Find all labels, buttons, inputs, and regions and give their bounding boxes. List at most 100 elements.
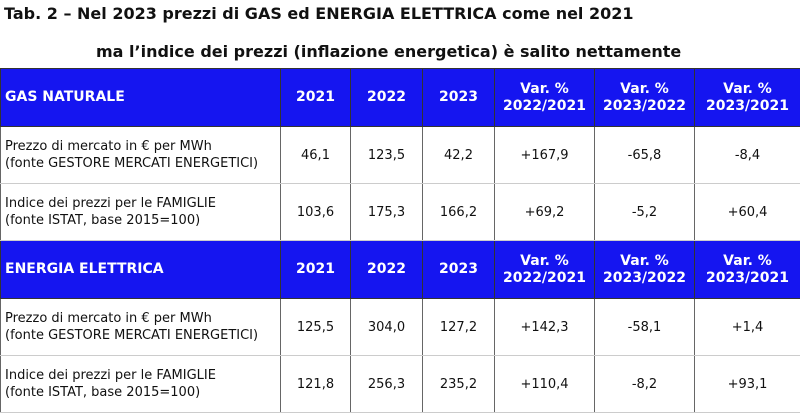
cell: 166,2 (422, 183, 495, 241)
cell: 121,8 (280, 355, 351, 413)
cell: Var. % 2023/2022 (594, 240, 695, 299)
cell-text: 2021 (296, 89, 335, 105)
cell-text: +93,1 (727, 376, 768, 392)
cell-text: +167,9 (520, 147, 569, 163)
cell: +110,4 (494, 355, 595, 413)
cell-text: 2023 (439, 261, 478, 277)
cell: 2023 (422, 240, 495, 299)
cell-text: Indice dei prezzi per le FAMIGLIE (5, 368, 216, 383)
cell: 175,3 (350, 183, 423, 241)
cell: 46,1 (280, 126, 351, 184)
cell: 2022 (350, 68, 423, 127)
cell: Var. % 2023/2021 (694, 240, 800, 299)
row-label: Indice dei prezzi per le FAMIGLIE (fonte … (0, 183, 281, 241)
cell: +93,1 (694, 355, 800, 413)
cell-text: ENERGIA ELETTRICA (5, 261, 164, 277)
cell-text: -58,1 (627, 319, 662, 335)
cell: -5,2 (594, 183, 695, 241)
cell-text: Prezzo di mercato in € per MWh (5, 139, 212, 154)
cell-text: 46,1 (301, 147, 330, 163)
cell-text: Var. % (723, 80, 772, 97)
cell-text: 2023/2021 (705, 97, 790, 114)
cell-text: 2022/2021 (502, 269, 587, 286)
price-table: GAS NATURALE 2021 2022 2023 Var. % 2022/2021 V… (0, 68, 800, 413)
cell-text: (fonte ISTAT, base 2015=100) (5, 213, 201, 228)
cell: +142,3 (494, 298, 595, 356)
cell-text: (fonte ISTAT, base 2015=100) (5, 385, 201, 400)
row-label: Prezzo di mercato in € per MWh (fonte GES… (0, 298, 281, 356)
cell-text: Var. % (620, 80, 669, 97)
cell: -58,1 (594, 298, 695, 356)
cell-text: 103,6 (296, 204, 335, 220)
data-row: Indice dei prezzi per le FAMIGLIE (fonte … (0, 355, 800, 413)
cell-text: GAS NATURALE (5, 89, 125, 105)
cell: -65,8 (594, 126, 695, 184)
cell-text: 127,2 (439, 319, 478, 335)
cell-text: +110,4 (520, 376, 569, 392)
cell-text: 256,3 (367, 376, 406, 392)
row-label: GAS NATURALE (0, 68, 281, 127)
data-row: Prezzo di mercato in € per MWh (fonte GES… (0, 298, 800, 356)
cell-text: -8,4 (734, 147, 761, 163)
cell: 127,2 (422, 298, 495, 356)
cell-text: Indice dei prezzi per le FAMIGLIE (5, 196, 216, 211)
cell-text: +1,4 (731, 319, 764, 335)
cell-text: 166,2 (439, 204, 478, 220)
cell: -8,4 (694, 126, 800, 184)
cell-text: 2023 (439, 89, 478, 105)
cell-text: (fonte GESTORE MERCATI ENERGETICI) (5, 328, 259, 343)
cell: 304,0 (350, 298, 423, 356)
cell: 235,2 (422, 355, 495, 413)
cell: +69,2 (494, 183, 595, 241)
cell: +1,4 (694, 298, 800, 356)
cell-text: -65,8 (627, 147, 662, 163)
cell: 123,5 (350, 126, 423, 184)
cell-text: 121,8 (296, 376, 335, 392)
cell: +167,9 (494, 126, 595, 184)
cell-text: 175,3 (367, 204, 406, 220)
cell: 2021 (280, 240, 351, 299)
title: Tab. 2 – Nel 2023 prezzi di GAS ed ENERG… (4, 4, 634, 23)
cell-text: Var. % (520, 252, 569, 269)
data-row: Indice dei prezzi per le FAMIGLIE (fonte … (0, 183, 800, 241)
cell-text: +142,3 (520, 319, 569, 335)
cell: 125,5 (280, 298, 351, 356)
cell: 2022 (350, 240, 423, 299)
cell-text: 42,2 (444, 147, 473, 163)
cell-text: Var. % (620, 252, 669, 269)
header-row: GAS NATURALE 2021 2022 2023 Var. % 2022/2021 V… (0, 68, 800, 127)
cell-text: -5,2 (631, 204, 658, 220)
cell-text: 2023/2021 (705, 269, 790, 286)
cell-text: 304,0 (367, 319, 406, 335)
cell: +60,4 (694, 183, 800, 241)
row-label: ENERGIA ELETTRICA (0, 240, 281, 299)
cell: 256,3 (350, 355, 423, 413)
header-row: ENERGIA ELETTRICA 2021 2022 2023 Var. % 2022/… (0, 240, 800, 299)
cell-text: Var. % (520, 80, 569, 97)
cell-text: 235,2 (439, 376, 478, 392)
cell: -8,2 (594, 355, 695, 413)
cell-text: Prezzo di mercato in € per MWh (5, 311, 212, 326)
cell: 2023 (422, 68, 495, 127)
cell-text: -8,2 (631, 376, 658, 392)
cell-text: 2023/2022 (602, 97, 687, 114)
row-label: Prezzo di mercato in € per MWh (fonte GES… (0, 126, 281, 184)
data-row: Prezzo di mercato in € per MWh (fonte GES… (0, 126, 800, 184)
cell: Var. % 2022/2021 (494, 240, 595, 299)
cell: 42,2 (422, 126, 495, 184)
row-label: Indice dei prezzi per le FAMIGLIE (fonte … (0, 355, 281, 413)
subtitle: ma l’indice dei prezzi (inflazione energ… (96, 42, 682, 61)
cell: Var. % 2023/2022 (594, 68, 695, 127)
cell-text: 123,5 (367, 147, 406, 163)
cell-text: (fonte GESTORE MERCATI ENERGETICI) (5, 156, 259, 171)
cell: Var. % 2023/2021 (694, 68, 800, 127)
cell-text: 2022/2021 (502, 97, 587, 114)
cell-text: Var. % (723, 252, 772, 269)
cell-text: 2021 (296, 261, 335, 277)
cell: 103,6 (280, 183, 351, 241)
cell-text: 2022 (367, 89, 406, 105)
cell-text: 2023/2022 (602, 269, 687, 286)
cell-text: +69,2 (524, 204, 565, 220)
cell-text: +60,4 (727, 204, 768, 220)
